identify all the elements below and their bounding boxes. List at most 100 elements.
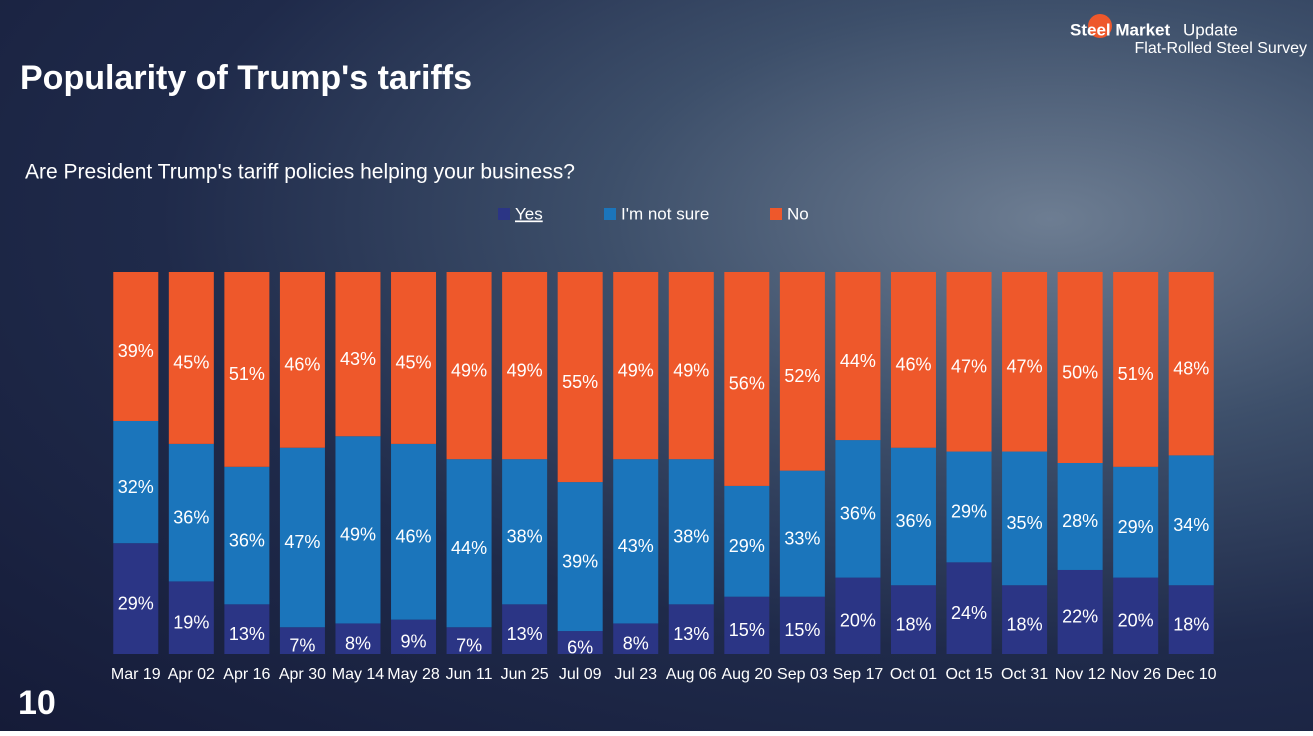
bar-segment — [1168, 272, 1214, 456]
bar-segment — [835, 577, 881, 654]
bar-segment — [668, 272, 714, 460]
bar-segment — [446, 459, 492, 628]
value-label: 34% — [1173, 515, 1209, 535]
value-label: 29% — [1118, 517, 1154, 537]
x-tick-label: Oct 31 — [1001, 666, 1048, 683]
legend-label: I'm not sure — [621, 204, 709, 223]
x-tick-label: Sep 03 — [777, 666, 828, 683]
value-label: 44% — [840, 351, 876, 371]
value-label: 7% — [456, 635, 482, 655]
bar-segment — [890, 585, 936, 654]
value-label: 45% — [396, 353, 432, 373]
chart-subtitle: Are President Trump's tariff policies he… — [25, 161, 575, 184]
bar-segment — [668, 459, 714, 605]
value-label: 46% — [895, 355, 931, 375]
bar-segment — [1002, 585, 1048, 654]
value-label: 15% — [784, 620, 820, 640]
bar-segment — [224, 272, 270, 467]
x-tick-label: Oct 15 — [945, 666, 992, 683]
value-label: 36% — [895, 511, 931, 531]
value-label: 13% — [229, 624, 265, 644]
bar-segment — [613, 459, 659, 624]
bar-segment — [113, 272, 159, 421]
bar-segment — [557, 631, 603, 654]
bar-segment — [668, 604, 714, 654]
bar-segment — [724, 272, 770, 486]
logo-subtitle: Flat-Rolled Steel Survey — [1134, 40, 1307, 57]
x-tick-label: May 14 — [332, 666, 385, 683]
logo-brand: Steel Market — [1070, 20, 1170, 39]
legend-label: No — [787, 204, 809, 223]
bar-segment — [224, 604, 270, 654]
value-label: 35% — [1007, 513, 1043, 533]
bar-segment — [946, 562, 992, 654]
bar-segment — [557, 272, 603, 483]
value-label: 44% — [451, 538, 487, 558]
bar-segment — [946, 451, 992, 563]
bar-segment — [557, 482, 603, 632]
value-label: 29% — [951, 502, 987, 522]
x-tick-label: Aug 06 — [666, 666, 717, 683]
bar-segment — [168, 443, 214, 582]
value-label: 18% — [1007, 614, 1043, 634]
x-tick-label: Dec 10 — [1166, 666, 1217, 683]
bar-segment — [613, 623, 659, 654]
bar-segment — [890, 272, 936, 448]
bar-segment — [1168, 585, 1214, 654]
value-label: 49% — [673, 360, 709, 380]
value-label: 8% — [623, 633, 649, 653]
value-label: 48% — [1173, 358, 1209, 378]
bar-segment — [779, 596, 825, 654]
value-label: 47% — [1007, 357, 1043, 377]
chart-title: Popularity of Trump's tariffs — [20, 59, 472, 97]
x-tick-label: Jun 25 — [501, 666, 549, 683]
bar-segment — [391, 272, 437, 444]
value-label: 20% — [1118, 611, 1154, 631]
value-label: 49% — [507, 360, 543, 380]
value-label: 43% — [618, 536, 654, 556]
logo-suffix: Update — [1183, 20, 1238, 39]
bar-segment — [613, 272, 659, 460]
value-label: 7% — [289, 635, 315, 655]
bar-segment — [391, 443, 437, 620]
bar-segment — [1002, 272, 1048, 452]
bar-segment — [779, 470, 825, 597]
value-label: 49% — [618, 360, 654, 380]
value-label: 8% — [345, 633, 371, 653]
value-label: 56% — [729, 374, 765, 394]
value-label: 36% — [229, 530, 265, 550]
bar-segment — [335, 623, 381, 654]
bar-segment — [1057, 272, 1103, 463]
x-tick-label: Mar 19 — [111, 666, 161, 683]
x-tick-label: Aug 20 — [721, 666, 772, 683]
bar-segment — [1057, 569, 1103, 654]
value-label: 47% — [284, 532, 320, 552]
legend-swatch — [604, 208, 616, 220]
value-label: 39% — [118, 341, 154, 361]
value-label: 52% — [784, 366, 820, 386]
bar-segment — [1002, 451, 1048, 586]
value-label: 6% — [567, 637, 593, 657]
value-label: 18% — [1173, 614, 1209, 634]
bar-segment — [1113, 466, 1159, 578]
bar-segment — [113, 543, 159, 654]
value-label: 32% — [118, 477, 154, 497]
value-label: 24% — [951, 603, 987, 623]
value-label: 45% — [173, 353, 209, 373]
value-label: 15% — [729, 620, 765, 640]
value-label: 51% — [1118, 364, 1154, 384]
bar-segment — [1113, 272, 1159, 467]
value-label: 19% — [173, 612, 209, 632]
bar-segment — [391, 619, 437, 654]
bar-segment — [113, 420, 159, 544]
value-label: 47% — [951, 357, 987, 377]
legend-swatch — [770, 208, 782, 220]
value-label: 38% — [673, 527, 709, 547]
x-tick-label: May 28 — [387, 666, 440, 683]
bar-segment — [335, 436, 381, 624]
value-label: 46% — [396, 527, 432, 547]
bar-segment — [224, 466, 270, 605]
bar-segment — [1057, 463, 1103, 570]
value-label: 55% — [562, 372, 598, 392]
